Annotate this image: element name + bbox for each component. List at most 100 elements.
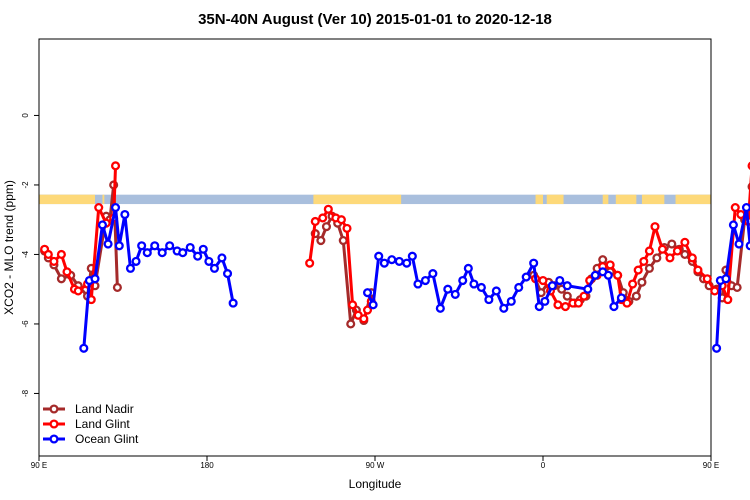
series-land-glint [40, 161, 750, 324]
data-point-ocean-glint [413, 279, 423, 289]
x-tick-label: 90 W [366, 461, 385, 470]
series-layer [40, 161, 750, 353]
data-point-ocean-glint [209, 263, 220, 273]
data-point-ocean-glint [362, 288, 373, 298]
data-point-land-glint [318, 213, 328, 223]
data-point-ocean-glint [458, 275, 468, 286]
data-point-ocean-glint [491, 286, 501, 296]
data-point-ocean-glint [514, 282, 524, 293]
data-point-land-glint [622, 298, 632, 308]
data-point-land-glint [359, 314, 369, 324]
data-point-land-glint [702, 274, 712, 284]
data-point-ocean-glint [103, 239, 113, 249]
data-point-ocean-glint [217, 253, 227, 263]
data-point-land-nadir [316, 236, 326, 246]
data-point-ocean-glint [131, 256, 141, 266]
data-point-ocean-glint [555, 275, 565, 286]
data-point-ocean-glint [97, 220, 108, 230]
data-point-land-nadir [112, 282, 122, 293]
data-point-land-glint [579, 291, 589, 301]
data-point-land-glint [573, 298, 584, 308]
y-axis: 0 -2 -4 -6 -8 [21, 113, 39, 397]
data-point-ocean-glint [443, 284, 453, 294]
data-point-ocean-glint [185, 242, 195, 253]
data-point-land-glint [342, 223, 352, 233]
data-point-land-nadir [732, 282, 742, 293]
data-point-land-nadir [562, 291, 572, 301]
data-point-ocean-glint [114, 241, 124, 251]
data-point-land-glint [110, 161, 121, 171]
x-axis: 90 E 180 90 W 0 90 E [31, 456, 719, 470]
data-point-land-glint [644, 246, 654, 256]
chart-title: 35N-40N August (Ver 10) 2015-01-01 to 20… [198, 11, 552, 28]
data-point-land-nadir [637, 277, 647, 287]
land-band-segment [615, 194, 637, 205]
data-point-ocean-glint [428, 269, 438, 279]
data-point-ocean-glint [420, 275, 430, 286]
data-point-ocean-glint [368, 300, 378, 310]
y-tick-label: -6 [21, 320, 30, 328]
data-point-ocean-glint [165, 241, 175, 251]
data-point-land-nadir [346, 319, 356, 329]
data-point-ocean-glint [450, 289, 460, 299]
data-point-land-glint [605, 260, 615, 270]
legend-marker-land-nadir [49, 404, 59, 414]
data-point-land-glint [680, 237, 690, 247]
y-tick-label: 0 [21, 113, 30, 118]
land-band-segment [675, 194, 711, 205]
data-point-land-glint [650, 222, 660, 232]
y-tick-label: -4 [21, 250, 30, 258]
x-axis-label: Longitude [349, 477, 402, 491]
data-point-land-nadir [56, 274, 66, 284]
data-point-ocean-glint [476, 282, 486, 293]
data-point-ocean-glint [562, 281, 572, 291]
data-point-land-nadir [644, 263, 654, 273]
data-point-land-glint [305, 258, 315, 268]
data-point-land-glint [672, 246, 682, 256]
data-point-ocean-glint [534, 302, 544, 312]
data-point-land-glint [323, 204, 333, 214]
data-point-land-glint [310, 216, 320, 226]
data-point-ocean-glint [435, 303, 445, 313]
data-point-ocean-glint [228, 298, 238, 308]
data-point-land-glint [336, 215, 346, 225]
data-point-land-glint [723, 295, 733, 305]
legend-label-land-glint: Land Glint [75, 417, 130, 431]
data-point-ocean-glint [499, 303, 509, 313]
data-point-ocean-glint [745, 241, 750, 251]
data-point-ocean-glint [583, 284, 593, 294]
data-point-land-glint [657, 244, 668, 254]
legend-marker-ocean-glint [49, 434, 59, 444]
data-point-land-nadir [680, 249, 690, 260]
y-tick-label: -8 [21, 389, 30, 397]
data-point-ocean-glint [125, 263, 136, 273]
data-point-ocean-glint [157, 248, 167, 258]
data-point-ocean-glint [193, 251, 203, 261]
data-point-land-nadir [652, 253, 662, 263]
data-point-ocean-glint [529, 258, 539, 268]
land-band-segment [602, 194, 609, 205]
data-point-ocean-glint [712, 343, 722, 353]
data-point-ocean-glint [150, 241, 160, 251]
land-band-segment [546, 194, 564, 205]
data-point-ocean-glint [734, 239, 744, 249]
land-band-segment [102, 194, 105, 205]
land-band-segment [641, 194, 665, 205]
data-point-land-glint [553, 300, 563, 310]
data-point-ocean-glint [721, 274, 731, 284]
y-axis-label: XCO2 - MLO trend (ppm) [2, 180, 16, 315]
data-point-land-glint [348, 300, 358, 310]
data-point-ocean-glint [110, 202, 121, 213]
land-band-segment [39, 194, 95, 205]
data-point-land-glint [710, 286, 720, 296]
data-point-ocean-glint [728, 220, 738, 230]
data-point-ocean-glint [463, 263, 473, 273]
data-point-ocean-glint [407, 251, 417, 261]
data-point-ocean-glint [603, 270, 613, 280]
data-point-land-glint [560, 302, 570, 312]
y-tick-label: -2 [21, 181, 30, 189]
data-point-ocean-glint [142, 248, 152, 258]
data-point-land-glint [628, 279, 638, 289]
